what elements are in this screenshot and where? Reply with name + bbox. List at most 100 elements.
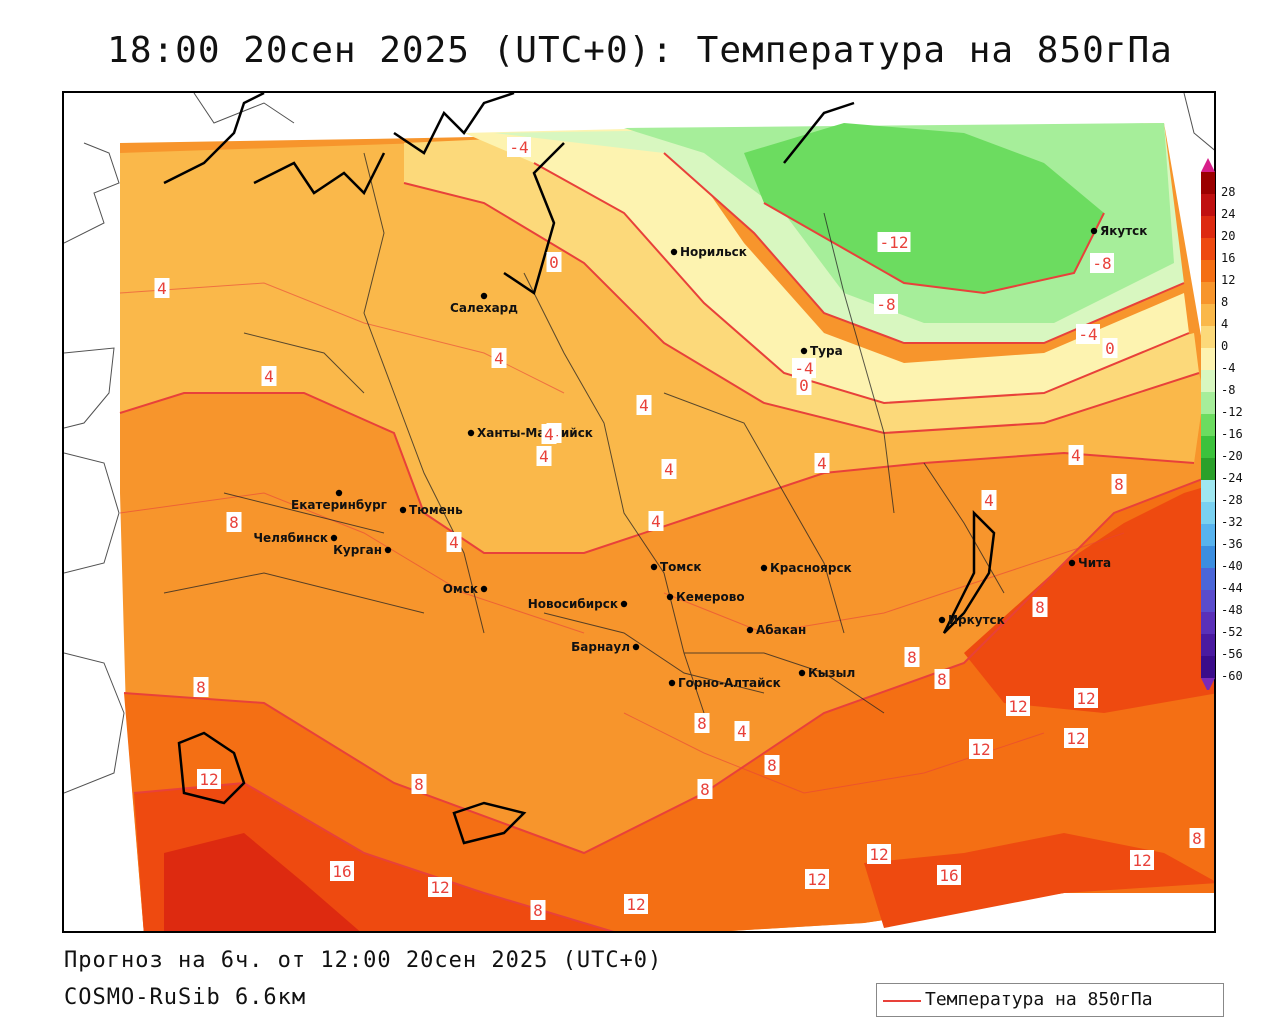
svg-text:0: 0 [549,253,559,272]
isotherm-label: -8 [874,294,898,314]
isotherm-label: 4 [446,532,462,552]
svg-text:4: 4 [737,722,747,741]
city-dot [800,347,808,355]
colorbar-segment [1201,436,1215,458]
isotherm-label: 4 [661,459,677,479]
zone-12-mid [964,484,1214,713]
zone-minus16-12 [744,123,1104,293]
isotherm-label: 8 [764,755,780,775]
city-dot [399,506,407,514]
svg-text:8: 8 [767,756,777,775]
city-label: Ханты-Мансийск [477,426,593,440]
city-dot [746,626,754,634]
isotherm-label: 8 [193,677,209,697]
svg-text:12: 12 [1132,851,1151,870]
city-label: Тюмень [409,503,463,517]
colorbar-segment [1201,326,1215,348]
colorbar-segment [1201,656,1215,678]
colorbar-segment [1201,172,1215,194]
svg-text:8: 8 [1114,475,1124,494]
city-label: Томск [660,560,702,574]
svg-text:8: 8 [700,780,710,799]
colorbar-tick-label: -32 [1221,515,1243,529]
colorbar-tick-label: -8 [1221,383,1236,397]
colorbar-tick-label: 24 [1221,207,1236,221]
isotherm-label: 8 [226,512,242,532]
isotherm-label: 0 [796,375,812,395]
city-label: Горно-Алтайск [678,676,781,690]
temperature-map[interactable]: Норильск Якутск Салехард Тура Ханты-Мансийск… [62,91,1216,933]
colorbar-tick-label: -4 [1221,361,1236,375]
isotherm-label: 4 [536,446,552,466]
isotherm-label: -4 [792,358,816,378]
colorbar-segment [1201,502,1215,524]
svg-text:4: 4 [817,454,827,473]
isotherm-label: -4 [507,137,531,157]
svg-text:12: 12 [1076,689,1095,708]
isotherm-label: 4 [981,490,997,510]
city-label: Челябинск [253,531,328,545]
svg-text:12: 12 [869,845,888,864]
colorbar-segment [1201,414,1215,436]
svg-text:-8: -8 [1092,254,1111,273]
city-dot [650,563,658,571]
svg-text:4: 4 [651,512,661,531]
map-canvas: Норильск Якутск Салехард Тура Ханты-Мансийск… [64,93,1214,931]
city-label: Тура [810,344,843,358]
svg-text:4: 4 [664,460,674,479]
legend: Температура на 850гПа [876,983,1224,1017]
city-dot [760,564,768,572]
colorbar-tick-label: -56 [1221,647,1243,661]
city-dot [798,669,806,677]
colorbar-tick-label: 28 [1221,185,1236,199]
colorbar-tick-label: -24 [1221,471,1243,485]
svg-text:0: 0 [1105,339,1115,358]
svg-text:-4: -4 [1078,325,1097,344]
svg-text:4: 4 [984,491,994,510]
city-dot [668,679,676,687]
svg-text:-4: -4 [794,359,813,378]
svg-text:12: 12 [807,870,826,889]
city-label: Чита [1078,556,1111,570]
legend-label: Температура на 850гПа [925,989,1153,1010]
isotherm-label: 4 [734,721,750,741]
city-label: Новосибирск [528,597,618,611]
isotherm-label: 12 [428,877,452,897]
isotherm-label: 4 [1068,445,1084,465]
svg-text:4: 4 [639,396,649,415]
svg-text:12: 12 [430,878,449,897]
svg-text:16: 16 [332,862,351,881]
svg-text:8: 8 [907,648,917,667]
city-label: Иркутск [948,613,1005,627]
colorbar-tick-label: -60 [1221,669,1243,683]
colorbar-tick-label: -16 [1221,427,1243,441]
svg-text:8: 8 [1192,829,1202,848]
colorbar-scale [1201,158,1215,690]
city-label: Абакан [756,623,806,637]
svg-text:12: 12 [626,895,645,914]
svg-text:-8: -8 [876,295,895,314]
svg-text:8: 8 [937,670,947,689]
city-label: Кызыл [808,666,855,680]
isotherm-label: 4 [814,453,830,473]
colorbar-segment [1201,370,1215,392]
isotherm-label: 8 [1111,474,1127,494]
colorbar-tick-label: 16 [1221,251,1236,265]
colorbar-segment [1201,194,1215,216]
svg-text:4: 4 [494,349,504,368]
zone-12 [124,474,1214,931]
svg-text:-4: -4 [509,138,528,157]
svg-text:8: 8 [196,678,206,697]
isotherm-label: -12 [877,232,911,252]
colorbar-tick-label: -44 [1221,581,1243,595]
isotherm-label: 4 [491,348,507,368]
isotherm-label: -8 [1090,253,1114,273]
colorbar-tick-label: 0 [1221,339,1229,353]
isotherm-label: 0 [1102,338,1118,358]
isotherm-label: 12 [805,869,829,889]
isotherm-label: 8 [934,669,950,689]
isotherm-labels-layer: -4-12-8-8-40-400444444444444448888888888… [154,137,1205,920]
city-label: Кемерово [676,590,745,604]
colorbar-segment [1201,392,1215,414]
isotherm-label: 8 [904,647,920,667]
